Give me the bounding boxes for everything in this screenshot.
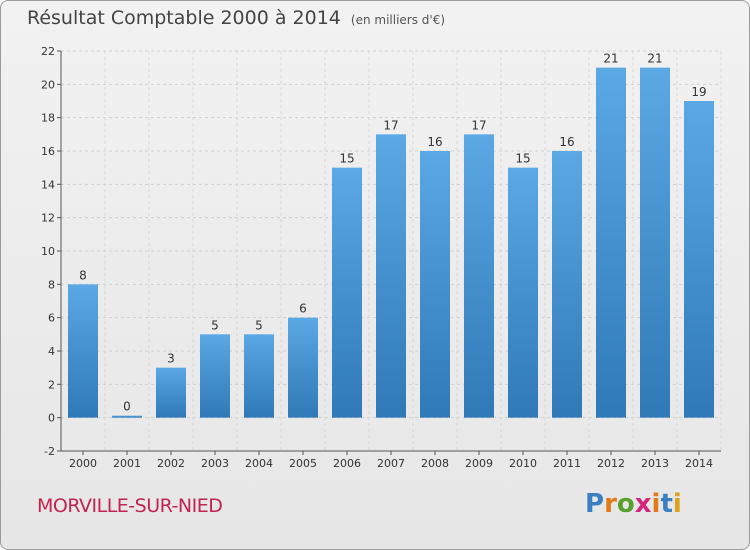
y-tick-label: 18 [41,112,55,125]
brand-letter: r [604,489,617,519]
x-tick-label-2014: 2014 [685,457,713,470]
data-label-2004: 5 [255,318,263,332]
data-label-2010: 15 [515,152,530,166]
x-tick-label-2004: 2004 [245,457,273,470]
data-label-2012: 21 [603,52,618,66]
y-tick-label: -2 [44,445,55,458]
y-tick-label: 8 [48,278,55,291]
brand-logo[interactable]: Proxiti [585,489,682,519]
x-tick-label-2007: 2007 [377,457,405,470]
brand-letter: P [585,489,605,519]
y-tick-label: 14 [41,178,55,191]
x-tick-label-2003: 2003 [201,457,229,470]
bar-2012 [596,67,626,418]
brand-letter: t [660,489,673,519]
data-label-2005: 6 [299,302,307,316]
x-tick-label-2010: 2010 [509,457,537,470]
bar-2005 [288,317,318,418]
chart-title: Résultat Comptable 2000 à 2014 (en millie… [27,7,445,29]
chart-title-text: Résultat Comptable 2000 à 2014 [27,7,341,29]
bar-2000 [68,284,98,418]
bar-2004 [244,334,274,418]
bar-2009 [464,134,494,418]
bar-2014 [684,101,714,418]
bar-2002 [156,367,186,418]
y-tick-label: 12 [41,212,55,225]
data-label-2009: 17 [471,118,486,132]
x-tick-label-2006: 2006 [333,457,361,470]
y-tick-label: 10 [41,245,55,258]
y-tick-label: 4 [48,345,55,358]
data-label-2013: 21 [647,52,662,66]
brand-letter: o [616,489,635,519]
data-label-2001: 0 [123,400,131,414]
y-tick-label: 20 [41,78,55,91]
bar-2013 [640,67,670,418]
data-label-2006: 15 [339,152,354,166]
x-tick-label-2008: 2008 [421,457,449,470]
data-label-2000: 8 [79,268,87,282]
data-label-2007: 17 [383,118,398,132]
bar-2011 [552,151,582,418]
bar-2008 [420,151,450,418]
city-name: MORVILLE-SUR-NIED [37,495,223,517]
brand-letter: i [651,489,661,519]
bar-2003 [200,334,230,418]
data-labels: 8 0 3 5 5 6 15 17 16 17 15 16 21 21 19 [79,52,706,414]
data-label-2002: 3 [167,352,175,366]
x-tick-label-2002: 2002 [157,457,185,470]
chart-unit: (en milliers d'€) [350,13,446,27]
x-tick-label-2005: 2005 [289,457,317,470]
data-label-2014: 19 [691,85,706,99]
brand-letter: i [672,489,682,519]
x-tick-label-2009: 2009 [465,457,493,470]
x-tick-label-2013: 2013 [641,457,669,470]
x-tick-label-2001: 2001 [113,457,141,470]
bar-2010 [508,167,538,418]
y-tick-label: 2 [48,378,55,391]
bar-2006 [332,167,362,418]
x-tick-label-2012: 2012 [597,457,625,470]
brand-letter: x [634,489,652,519]
bars [68,67,714,418]
bar-2001 [112,415,142,418]
data-label-2003: 5 [211,318,219,332]
data-label-2011: 16 [559,135,574,149]
x-tick-label-2000: 2000 [69,457,97,470]
y-tick-label: 0 [48,412,55,425]
x-tick-label-2011: 2011 [553,457,581,470]
data-label-2008: 16 [427,135,442,149]
axes: -2 0 2 4 6 8 10 12 14 16 18 20 22 2000 2001 2002 2003 200… [41,45,721,470]
y-tick-label: 6 [48,312,55,325]
y-tick-label: 16 [41,145,55,158]
y-tick-label: 22 [41,45,55,58]
bar-2007 [376,134,406,418]
